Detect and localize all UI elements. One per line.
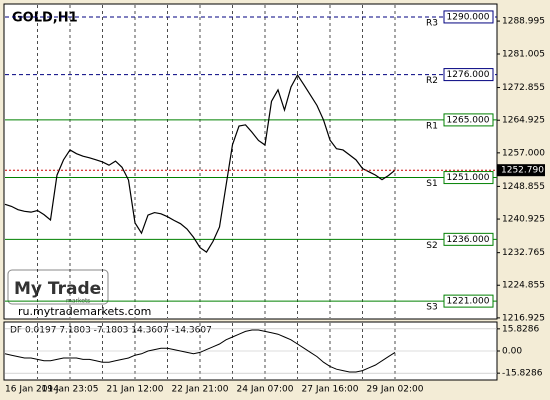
level-box xyxy=(443,113,494,127)
level-box xyxy=(443,10,494,24)
level-name: S1 xyxy=(426,179,437,189)
level-box xyxy=(443,171,494,185)
logo-name: My Trade xyxy=(14,279,101,299)
chart-title: GOLD,H1 xyxy=(12,11,78,26)
y-tick-label: 1264.925 xyxy=(502,116,545,126)
current-price-box xyxy=(497,164,545,177)
y-tick-label: 1248.855 xyxy=(502,182,545,192)
y-tick-label: 1281.005 xyxy=(502,49,545,59)
price-line xyxy=(4,73,396,253)
y-tick-label: 1272.855 xyxy=(502,83,545,93)
level-name: R3 xyxy=(426,18,438,28)
level-box xyxy=(443,232,494,246)
x-tick-label: 19 Jan 23:05 xyxy=(42,385,99,395)
level-name: S2 xyxy=(426,241,437,251)
level-label: 1236.000 xyxy=(447,235,490,245)
main-panel xyxy=(3,3,498,320)
level-box xyxy=(443,68,494,82)
level-label: 1290.000 xyxy=(447,12,490,22)
level-label: 1276.000 xyxy=(447,70,490,80)
level-name: R1 xyxy=(426,121,438,131)
x-tick-label: 21 Jan 12:00 xyxy=(107,385,164,395)
y-tick-label: 1232.765 xyxy=(502,248,545,258)
indicator-title: DF 0.0197 7.1803 -7.1803 14.3607 -14.360… xyxy=(10,326,212,336)
level-label: 1251.000 xyxy=(447,173,490,183)
y-tick-label: 1216.925 xyxy=(502,313,545,323)
level-label: 1221.000 xyxy=(447,297,490,307)
x-tick-label: 27 Jan 16:00 xyxy=(302,385,359,395)
y-tick-label: 1224.855 xyxy=(502,281,545,291)
logo-url: ru.mytrademarkets.com xyxy=(18,305,151,318)
y-tick-label: 15.8286 xyxy=(502,324,539,334)
current-price-label: 1252.790 xyxy=(501,166,544,176)
indicator-line xyxy=(4,329,396,373)
level-name: R2 xyxy=(426,76,438,86)
y-tick-label: 1288.995 xyxy=(502,17,545,27)
y-tick-label: 0.00 xyxy=(502,347,522,357)
level-name: S3 xyxy=(426,303,437,313)
logo-box xyxy=(7,269,109,305)
level-box xyxy=(443,294,494,308)
x-tick-label: 29 Jan 02:00 xyxy=(367,385,424,395)
x-tick-label: 24 Jan 07:00 xyxy=(237,385,294,395)
y-tick-label: 1257.000 xyxy=(502,148,545,158)
y-tick-label: -15.8286 xyxy=(502,369,543,379)
x-tick-label: 22 Jan 21:00 xyxy=(172,385,229,395)
x-tick-label: 16 Jan 2014 xyxy=(5,385,59,395)
level-label: 1265.000 xyxy=(447,115,490,125)
y-tick-label: 1240.925 xyxy=(502,215,545,225)
